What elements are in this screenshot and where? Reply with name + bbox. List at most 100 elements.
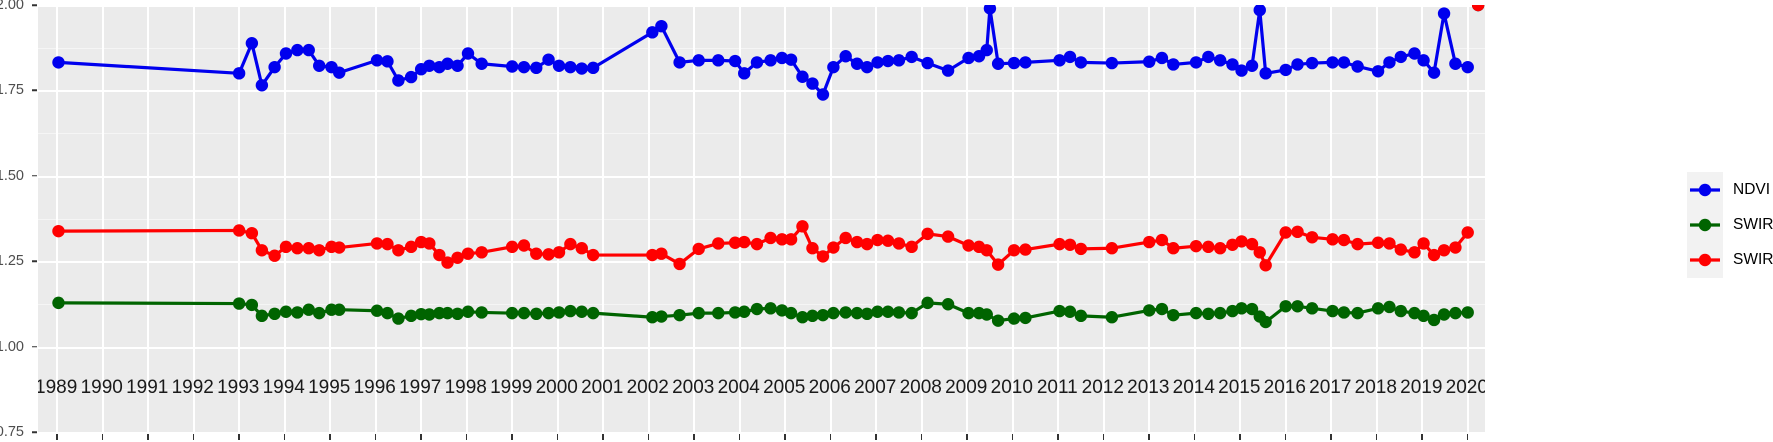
data-point [655, 19, 668, 33]
x-axis-tick-label: 2002 [626, 377, 669, 398]
x-axis-tick-label: 2019 [1400, 377, 1443, 398]
legend-item-ndvi[interactable]: NDVI [1687, 171, 1773, 208]
x-axis-tick-mark [147, 434, 149, 440]
data-point [381, 55, 394, 68]
data-point [1449, 306, 1462, 320]
data-point [1326, 56, 1339, 69]
data-point [962, 306, 975, 320]
x-axis-tick-label: 1991 [126, 377, 169, 398]
data-point [404, 240, 418, 254]
x-axis-tick-label: 2005 [763, 377, 806, 398]
grid-line-vertical [192, 5, 195, 432]
legend-item-swir1[interactable]: SWIR1 [1687, 241, 1773, 278]
x-axis-tick-label: 2004 [717, 377, 760, 398]
grid-line-vertical [283, 5, 286, 432]
data-point [392, 74, 405, 87]
data-point [806, 242, 819, 255]
data-point [392, 244, 405, 257]
x-axis-tick-mark [1466, 434, 1469, 440]
x-axis-tick-mark [511, 434, 513, 440]
data-point [1235, 302, 1248, 315]
data-point [655, 247, 668, 260]
grid-line-vertical [1148, 5, 1151, 432]
x-axis-tick-mark [465, 434, 468, 440]
legend-key-icon [1687, 241, 1723, 278]
data-point [1417, 54, 1430, 67]
x-axis-tick-mark [1330, 434, 1332, 440]
data-point [232, 224, 246, 237]
data-point [333, 303, 346, 316]
data-point [1291, 58, 1304, 71]
data-point [517, 306, 531, 320]
data-point [268, 249, 281, 262]
data-point [850, 306, 864, 320]
data-point [860, 60, 874, 74]
data-point [892, 237, 906, 250]
x-axis-tick-mark [1057, 434, 1059, 440]
data-point [764, 302, 777, 315]
data-point [1245, 302, 1259, 316]
data-point [750, 237, 764, 251]
x-axis-tick-mark [966, 434, 968, 440]
data-point [1167, 58, 1180, 71]
x-axis-tick-mark [738, 434, 741, 440]
data-point [575, 305, 588, 318]
data-point [1142, 235, 1156, 249]
data-point [750, 302, 764, 316]
legend-key-icon [1687, 171, 1723, 208]
x-axis-tick-label: 2010 [990, 377, 1033, 398]
x-axis-tick-mark [1421, 434, 1423, 440]
data-point [1245, 237, 1259, 251]
data-point [1337, 233, 1351, 247]
x-axis-tick-mark [647, 434, 650, 440]
data-point [1427, 66, 1441, 79]
x-axis-tick-mark [1284, 434, 1287, 440]
x-axis-tick-label: 2017 [1309, 377, 1352, 398]
data-point [1213, 306, 1227, 320]
grid-line-vertical [1284, 5, 1287, 432]
data-point [1053, 54, 1066, 67]
grid-line-vertical [420, 5, 423, 432]
legend-item-swir2[interactable]: SWIR2 [1687, 206, 1773, 243]
y-axis-tick-mark [32, 431, 37, 433]
grid-line-horizontal-minor [38, 133, 1485, 135]
data-point [1394, 50, 1408, 64]
data-point [1461, 60, 1474, 74]
x-axis-tick-label: 2003 [672, 377, 715, 398]
data-point [905, 50, 918, 64]
data-point [991, 57, 1005, 70]
grid-line-horizontal [38, 175, 1485, 178]
data-point [728, 236, 742, 249]
x-axis-tick-label: 2012 [1081, 377, 1124, 398]
data-point [441, 306, 454, 320]
data-point [451, 307, 464, 321]
data-point [1259, 259, 1272, 272]
grid-line-horizontal-minor [38, 389, 1485, 391]
data-point [905, 306, 918, 320]
data-point [564, 237, 577, 251]
data-point [404, 309, 418, 323]
data-point [860, 237, 874, 251]
data-point [1337, 56, 1351, 69]
data-point [475, 246, 488, 259]
data-point [673, 56, 686, 69]
series-swir1 [52, 5, 1485, 272]
data-point [1383, 300, 1396, 314]
data-point [1019, 243, 1032, 256]
x-axis-tick-mark [829, 434, 832, 440]
data-point [1202, 50, 1215, 64]
data-point [1305, 231, 1319, 244]
x-axis-tick-label: 1995 [308, 377, 351, 398]
grid-line-vertical [329, 5, 332, 432]
grid-line-vertical [784, 5, 787, 432]
data-point [1074, 56, 1088, 69]
data-point [871, 56, 884, 69]
data-point [1291, 300, 1304, 313]
data-point [646, 311, 659, 324]
x-axis-tick-mark [101, 434, 104, 440]
data-point [575, 62, 588, 75]
data-point [1142, 304, 1156, 317]
data-point [517, 60, 531, 74]
data-point [1449, 241, 1462, 254]
series-line [56, 6, 1470, 97]
